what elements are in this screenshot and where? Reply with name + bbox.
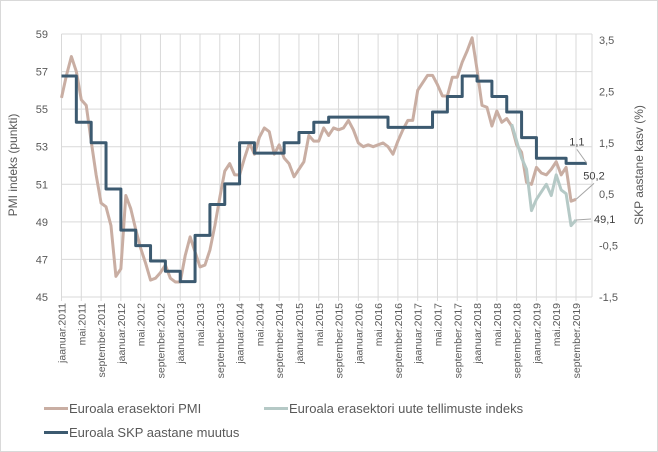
x-tick-label: september.2018: [512, 303, 524, 378]
legend-item-new-orders: Euroala erasektori uute tellimuste indek…: [264, 401, 523, 416]
legend-swatch-new-orders: [264, 407, 288, 410]
x-axis: jaanuar.2011 mai.2011 september.2011 jaanua…: [57, 303, 584, 378]
annotation-label: 50,2: [583, 170, 604, 182]
x-tick-label: mai.2018: [492, 303, 504, 346]
legend-swatch-gdp: [44, 431, 68, 434]
x-tick-label: september.2017: [452, 303, 464, 378]
y-tick-left: 59: [36, 29, 48, 41]
y-tick-left: 53: [36, 142, 48, 154]
x-tick-label: mai.2017: [432, 303, 444, 346]
x-tick-label: september.2012: [155, 303, 167, 378]
x-tick-label: mai.2015: [314, 303, 326, 346]
y-tick-right: 2,5: [599, 86, 614, 98]
series-line-1: [510, 123, 578, 228]
x-tick-label: mai.2016: [373, 303, 385, 346]
y-tick-right: -0,5: [599, 241, 618, 253]
legend-item-gdp: Euroala SKP aastane muutus: [44, 425, 239, 440]
y-axis-left-title: PMI indeks (punkti): [6, 114, 20, 217]
annotation-leader: [575, 182, 595, 200]
x-tick-label: jaanuar.2011: [57, 303, 69, 364]
legend-label-gdp: Euroala SKP aastane muutus: [69, 425, 240, 440]
x-tick-label: september.2016: [393, 303, 405, 378]
series-line-2: [61, 74, 587, 284]
y-tick-left: 51: [36, 179, 48, 191]
legend-label-pmi: Euroala erasektori PMI: [69, 401, 202, 416]
legend-swatch-pmi: [44, 407, 68, 410]
annotations: 1,1 50,2 49,1: [569, 136, 615, 226]
x-tick-label: jaanuar.2017: [413, 303, 425, 365]
y-tick-left: 49: [36, 217, 48, 229]
x-tick-label: jaanuar.2012: [116, 303, 128, 365]
x-tick-label: jaanuar.2014: [235, 303, 247, 365]
x-tick-label: september.2013: [215, 303, 227, 378]
y-axis-left: 45 47 49 51 53 55 57 59: [36, 29, 48, 304]
series-line-0: [60, 36, 577, 284]
y-tick-right: -1,5: [599, 292, 618, 304]
x-tick-label: jaanuar.2019: [531, 303, 543, 365]
x-tick-label: mai.2012: [136, 303, 148, 346]
y-axis-right-title: SKP aastane kasv (%): [632, 105, 646, 225]
x-tick-label: jaanuar.2018: [472, 303, 484, 365]
x-tick-label: september.2019: [571, 303, 583, 378]
y-tick-left: 45: [36, 292, 48, 304]
y-tick-left: 55: [36, 104, 48, 116]
annotation-label: 49,1: [594, 214, 615, 226]
annotation-leader: [575, 218, 592, 221]
y-tick-left: 57: [36, 67, 48, 79]
x-tick-label: mai.2019: [551, 303, 563, 346]
x-tick-label: mai.2013: [195, 303, 207, 346]
y-tick-right: 3,5: [599, 35, 614, 47]
x-tick-label: mai.2011: [76, 303, 88, 346]
x-tick-label: september.2014: [274, 303, 286, 378]
gridlines: [61, 33, 593, 301]
x-tick-label: jaanuar.2016: [353, 303, 365, 365]
x-tick-label: jaanuar.2013: [175, 303, 187, 365]
legend-item-pmi: Euroala erasektori PMI: [44, 401, 201, 416]
y-tick-right: 0,5: [599, 189, 614, 201]
y-axis-right: -1,5 -0,5 0,5 1,5 2,5 3,5: [599, 35, 618, 304]
x-tick-label: mai.2014: [254, 303, 266, 346]
annotation-label: 1,1: [569, 136, 584, 148]
x-tick-label: september.2011: [96, 303, 108, 378]
legend-label-new-orders: Euroala erasektori uute tellimuste indek…: [289, 401, 524, 416]
x-tick-label: september.2015: [334, 303, 346, 378]
annotation-leader: [576, 149, 588, 164]
series-group: [60, 36, 587, 284]
y-tick-right: 1,5: [599, 138, 614, 150]
x-tick-label: jaanuar.2015: [294, 303, 306, 365]
y-tick-left: 47: [36, 254, 48, 266]
